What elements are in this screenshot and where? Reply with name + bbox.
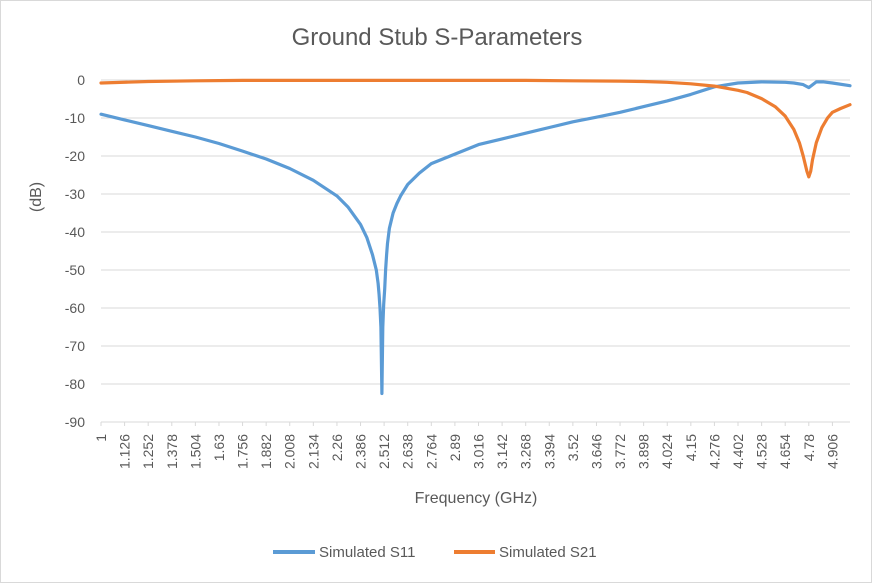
x-tick-label: 3.772 [612,434,628,469]
x-tick-label: 3.394 [541,434,557,469]
y-tick-label: -70 [65,338,85,354]
x-tick-label: 1.252 [140,434,156,469]
x-tick-label: 2.638 [400,434,416,469]
x-tick-label: 3.142 [494,434,510,469]
legend-label-s11: Simulated S11 [319,544,415,561]
series-lines [99,78,852,396]
x-axis-label: Frequency (GHz) [415,490,538,507]
y-tick-label: -50 [65,262,85,278]
series-line-s11 [99,80,852,396]
x-tick-label: 1.882 [258,434,274,469]
x-tick-label: 1 [93,434,109,442]
y-tick-label: -10 [65,110,85,126]
x-axis-ticks: 1 1.126 1.252 1.378 1.504 1.63 1.756 1.882 2.008… [93,422,840,469]
x-tick-label: 2.764 [423,434,439,469]
y-axis-label: (dB) [28,182,45,212]
x-tick-label: 3.268 [518,434,534,469]
y-tick-label: -30 [65,186,85,202]
x-tick-label: 1.378 [164,434,180,469]
x-tick-label: 1.63 [211,434,227,461]
x-tick-label: 1.756 [235,434,251,469]
x-tick-label: 1.126 [117,434,133,469]
y-tick-label: -40 [65,224,85,240]
x-tick-label: 4.78 [801,434,817,461]
x-tick-label: 1.504 [187,434,203,469]
x-tick-label: 4.528 [754,434,770,469]
x-tick-label: 2.26 [329,434,345,461]
x-tick-label: 2.89 [447,434,463,461]
x-tick-label: 4.15 [683,434,699,461]
x-tick-label: 4.024 [659,434,675,469]
y-tick-label: -90 [65,414,85,430]
x-tick-label: 2.008 [282,434,298,469]
series-line-s21 [99,78,852,179]
legend: Simulated S11 Simulated S21 [273,544,597,561]
x-tick-label: 3.646 [588,434,604,469]
legend-label-s21: Simulated S21 [499,544,597,561]
x-tick-label: 4.906 [824,434,840,469]
y-tick-label: 0 [77,72,85,88]
y-tick-label: -20 [65,148,85,164]
x-tick-label: 2.386 [353,434,369,469]
y-tick-label: -80 [65,376,85,392]
x-tick-label: 3.016 [470,434,486,469]
x-tick-label: 2.134 [305,434,321,469]
x-tick-label: 4.276 [706,434,722,469]
grid-lines [101,79,850,423]
x-tick-label: 4.402 [730,434,746,469]
x-tick-label: 4.654 [777,434,793,469]
x-tick-label: 2.512 [376,434,392,469]
y-tick-label: -60 [65,300,85,316]
x-tick-label: 3.898 [636,434,652,469]
y-axis-ticks: 0 -10 -20 -30 -40 -50 -60 -70 -80 -90 [65,72,85,430]
x-tick-label: 3.52 [565,434,581,461]
chart-title: Ground Stub S-Parameters [292,24,583,51]
